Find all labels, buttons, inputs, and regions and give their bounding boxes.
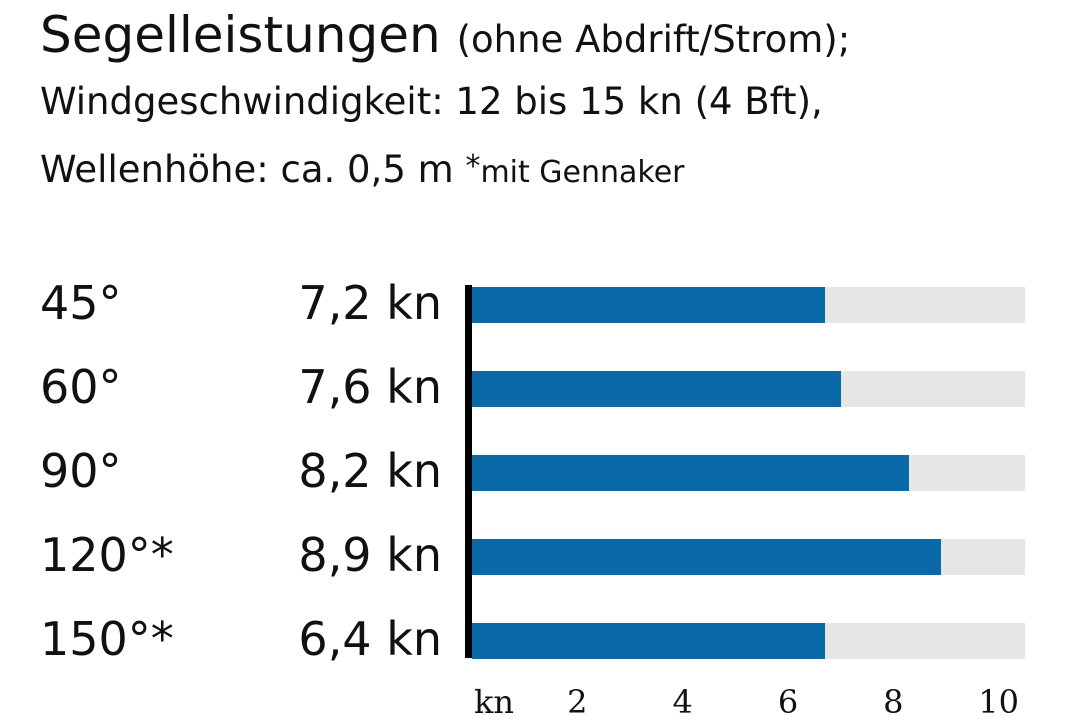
x-axis-unit: kn — [474, 683, 514, 721]
footnote-star: * — [465, 149, 481, 184]
category-label: 150°* — [40, 612, 174, 666]
x-tick-label: 4 — [672, 683, 693, 721]
chart-title: Segelleistungen (ohne Abdrift/Strom); — [40, 6, 850, 64]
bar — [472, 371, 841, 407]
bar — [472, 287, 825, 323]
x-tick-label: 2 — [567, 683, 588, 721]
value-label: 7,2 kn — [298, 276, 442, 330]
subtitle-wind: Windgeschwindigkeit: 12 bis 15 kn (4 Bft… — [40, 80, 823, 123]
value-label: 6,4 kn — [298, 612, 442, 666]
title-sub: (ohne Abdrift/Strom); — [456, 18, 851, 61]
category-label: 60° — [40, 360, 122, 414]
subtitle-waves: Wellenhöhe: ca. 0,5 m *mit Gennaker — [40, 148, 685, 191]
subtitle-waves-text: Wellenhöhe: ca. 0,5 m — [40, 148, 454, 191]
bar — [472, 539, 941, 575]
x-tick-label: 6 — [777, 683, 799, 721]
value-label: 8,9 kn — [298, 528, 442, 582]
value-label: 7,6 kn — [298, 360, 442, 414]
category-label: 120°* — [40, 528, 174, 582]
x-tick-label: 10 — [978, 683, 1020, 721]
bar — [472, 455, 910, 491]
bar — [472, 623, 825, 659]
y-axis-line — [465, 285, 472, 658]
category-label: 90° — [40, 444, 122, 498]
footnote-text: mit Gennaker — [480, 155, 685, 190]
value-label: 8,2 kn — [298, 444, 442, 498]
title-main: Segelleistungen — [40, 6, 441, 64]
x-tick-label: 8 — [883, 683, 904, 721]
category-label: 45° — [40, 276, 122, 330]
